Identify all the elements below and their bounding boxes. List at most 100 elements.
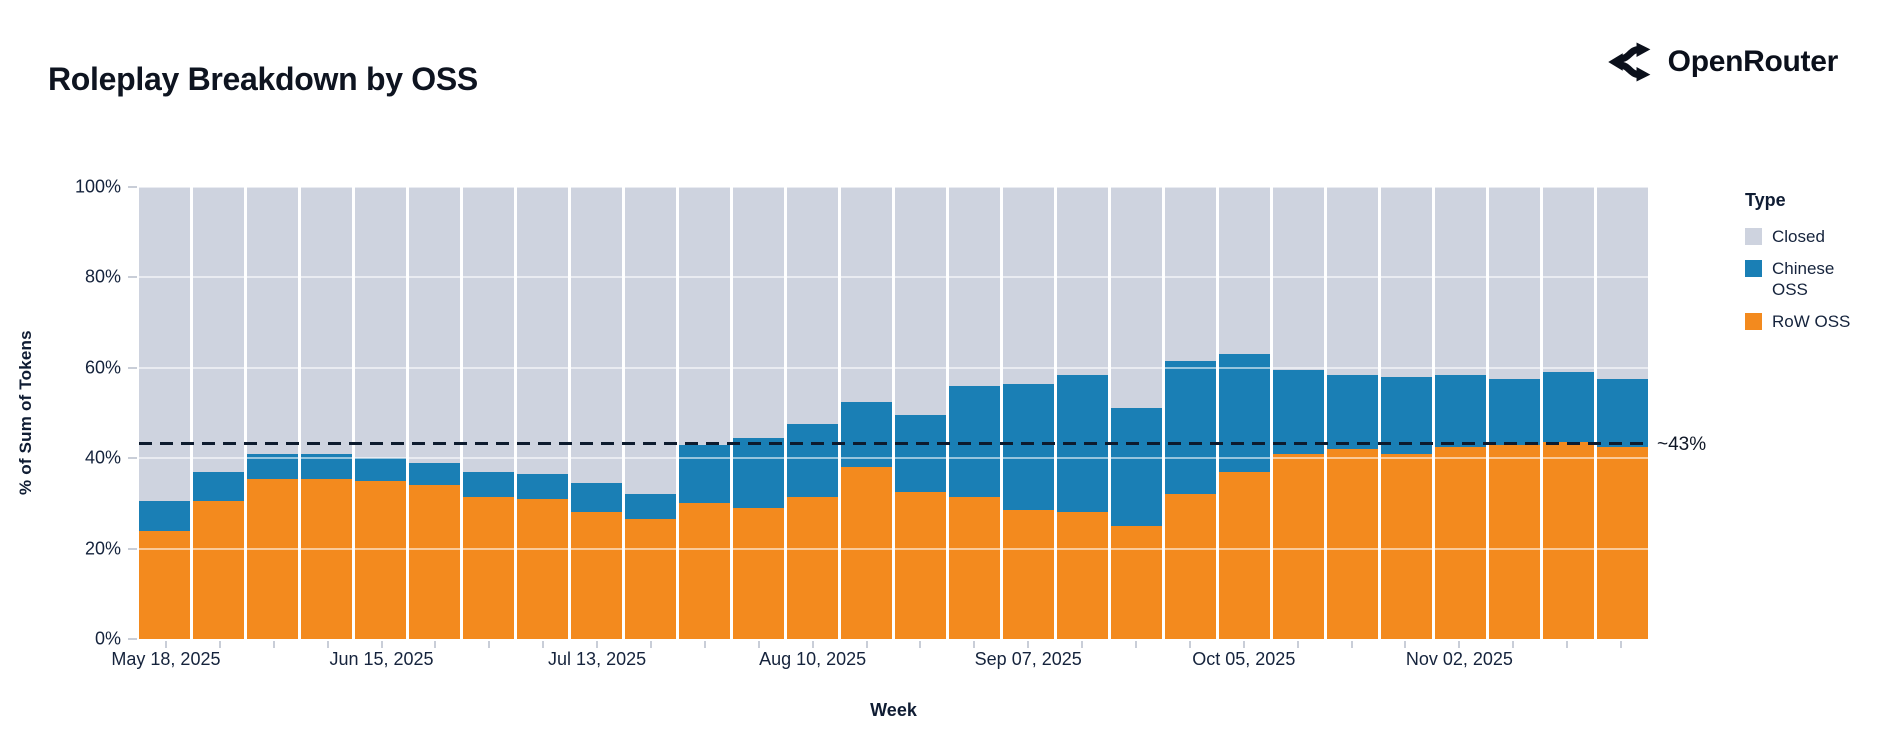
bar-segment-row-oss — [787, 496, 838, 639]
x-minor-tick — [1081, 641, 1084, 648]
stacked-bar — [1435, 187, 1486, 639]
bar-segment-row-oss — [625, 519, 676, 639]
stacked-bar — [895, 187, 946, 639]
bar-segment-chinese-oss — [139, 501, 190, 531]
bar-segment-row-oss — [949, 496, 1000, 639]
bar-segment-row-oss — [733, 507, 784, 639]
stacked-bar — [1489, 187, 1540, 639]
bar-segment-chinese-oss — [1543, 372, 1594, 443]
bar-segment-row-oss — [1057, 512, 1108, 639]
bar-segment-chinese-oss — [1381, 376, 1432, 454]
bar-segment-chinese-oss — [409, 462, 460, 486]
stacked-bar — [787, 187, 838, 639]
legend-swatch — [1745, 260, 1762, 278]
x-minor-tick — [973, 641, 976, 648]
x-minor-tick — [649, 641, 652, 648]
x-minor-tick — [1188, 641, 1191, 648]
stacked-bar — [1219, 187, 1270, 639]
stacked-bar — [949, 187, 1000, 639]
x-minor-tick — [811, 641, 814, 648]
bar-segment-closed — [355, 187, 406, 459]
legend-swatch — [1745, 228, 1762, 245]
legend-item-closed: Closed — [1745, 227, 1873, 247]
x-minor-tick — [218, 641, 221, 648]
y-tick-label: 20% — [84, 538, 121, 559]
plot-area — [139, 186, 1648, 648]
x-minor-tick — [865, 641, 868, 648]
bar-segment-chinese-oss — [895, 415, 946, 493]
stacked-bar — [1597, 187, 1648, 639]
bar-segment-row-oss — [409, 485, 460, 639]
y-tick-mark — [128, 276, 137, 279]
bar-segment-row-oss — [1327, 449, 1378, 639]
stacked-bar — [1111, 187, 1162, 639]
legend: Type Closed Chinese OSS RoW OSS — [1745, 190, 1873, 345]
legend-label: Closed — [1772, 227, 1825, 246]
x-minor-tick — [596, 641, 599, 648]
stacked-bar — [301, 187, 352, 639]
stacked-bar — [733, 187, 784, 639]
bar-segment-row-oss — [1111, 526, 1162, 639]
bar-segment-chinese-oss — [463, 471, 514, 497]
bar-segment-chinese-oss — [517, 474, 568, 499]
x-minor-tick — [434, 641, 437, 648]
bar-segment-chinese-oss — [949, 385, 1000, 497]
gridline — [139, 366, 1648, 369]
bar-segment-row-oss — [1543, 442, 1594, 639]
x-minor-tick — [542, 641, 545, 648]
bar-segment-row-oss — [193, 501, 244, 639]
stacked-bar — [841, 187, 892, 639]
bar-segment-row-oss — [463, 496, 514, 639]
bar-segment-chinese-oss — [1597, 379, 1648, 447]
bar-segment-closed — [679, 187, 730, 445]
x-tick-label: Jun 15, 2025 — [329, 649, 434, 669]
brand: OpenRouter — [1603, 40, 1838, 84]
y-axis-ticks: 0% 20% 40% 60% 80% 100% — [0, 177, 139, 649]
stacked-bar — [1381, 187, 1432, 639]
bar-segment-closed — [949, 187, 1000, 386]
bar-segment-closed — [1489, 187, 1540, 380]
stacked-bar — [139, 187, 190, 639]
bar-segment-closed — [1219, 187, 1270, 355]
bar-segment-closed — [787, 187, 838, 425]
bar-segment-chinese-oss — [1165, 361, 1216, 495]
bar-segment-chinese-oss — [1327, 374, 1378, 450]
x-minor-tick — [1566, 641, 1569, 648]
bar-segment-chinese-oss — [1003, 383, 1054, 511]
brand-name: OpenRouter — [1667, 45, 1839, 78]
bar-segment-closed — [139, 187, 190, 502]
bar-segment-row-oss — [301, 478, 352, 639]
gridline — [139, 276, 1648, 279]
x-minor-tick — [1512, 641, 1515, 648]
x-tick-label: Sep 07, 2025 — [974, 649, 1082, 669]
bar-segment-chinese-oss — [1435, 374, 1486, 447]
bar-segment-row-oss — [517, 498, 568, 639]
stacked-bar — [1327, 187, 1378, 639]
x-minor-tick — [326, 641, 329, 648]
x-axis-labels: May 18, 2025 Jun 15, 2025 Jul 13, 2025 Aug … — [111, 649, 1648, 675]
y-tick-mark — [128, 457, 137, 460]
x-minor-tick — [164, 641, 167, 648]
stacked-bar — [1057, 187, 1108, 639]
legend-item-row-oss: RoW OSS — [1745, 312, 1873, 332]
stacked-bar — [247, 187, 298, 639]
bar-segment-closed — [1273, 187, 1324, 371]
legend-title: Type — [1745, 190, 1786, 210]
bar-segment-row-oss — [1273, 453, 1324, 639]
x-minor-tick — [1350, 641, 1353, 648]
stacked-bar — [1003, 187, 1054, 639]
bar-segment-closed — [895, 187, 946, 416]
bar-segment-closed — [1165, 187, 1216, 362]
page-title: Roleplay Breakdown by OSS — [48, 61, 478, 98]
x-minor-tick — [757, 641, 760, 648]
bar-segment-chinese-oss — [571, 483, 622, 513]
bar-segment-closed — [1327, 187, 1378, 375]
x-minor-tick — [703, 641, 706, 648]
stacked-bar — [517, 187, 568, 639]
y-tick-label: 40% — [84, 447, 121, 468]
bar-segment-row-oss — [841, 467, 892, 639]
bar-segment-closed — [1057, 187, 1108, 375]
bar-segment-chinese-oss — [1273, 370, 1324, 454]
bar-segment-closed — [247, 187, 298, 454]
bar-segment-chinese-oss — [841, 401, 892, 468]
